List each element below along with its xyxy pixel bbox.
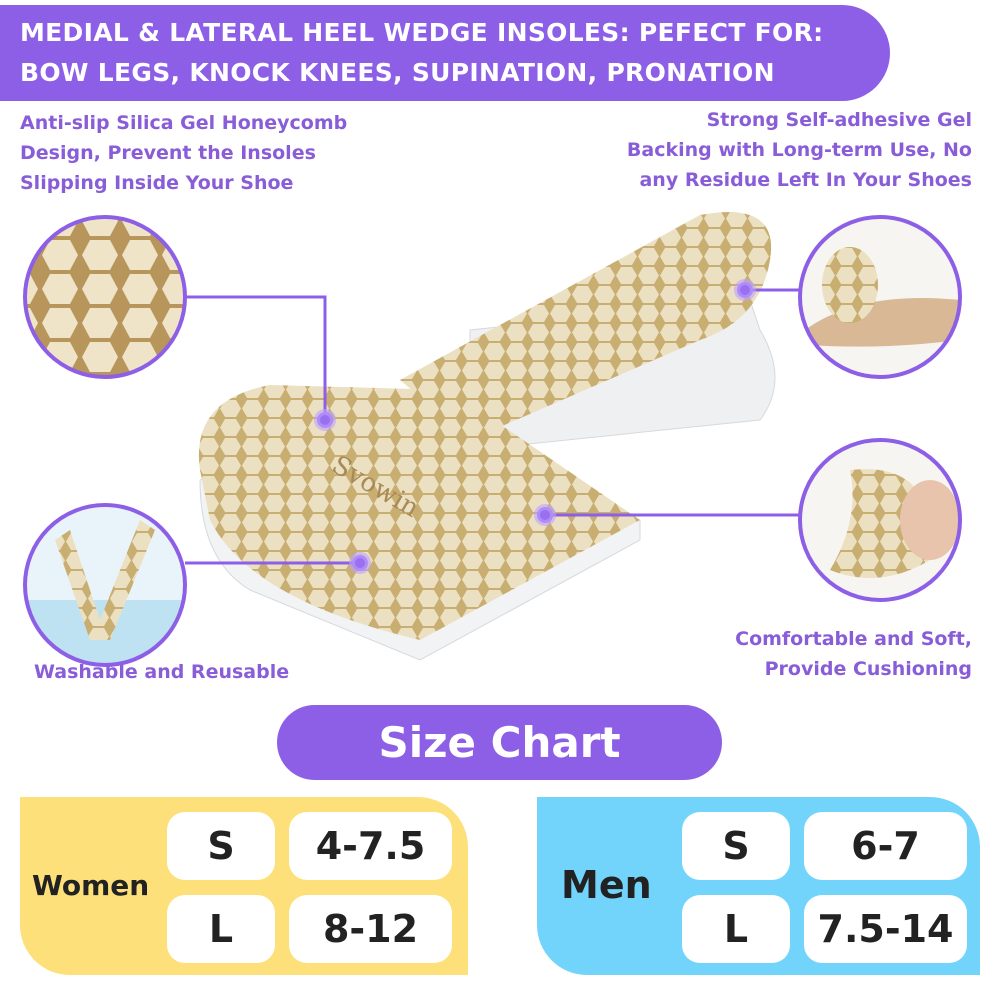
size-cell: L xyxy=(682,895,790,963)
range-cell: 6-7 xyxy=(804,812,967,880)
callout-line xyxy=(185,295,327,420)
headline-line-2: BOW LEGS, KNOCK KNEES, SUPINATION, PRONA… xyxy=(20,58,775,87)
size-chart-title: Size Chart xyxy=(277,705,722,780)
sandal-image xyxy=(801,218,959,376)
range-cell: 8-12 xyxy=(289,895,452,963)
feature-adhesive: Strong Self-adhesive Gel Backing with Lo… xyxy=(627,105,972,195)
range-cell: 4-7.5 xyxy=(289,812,452,880)
feature-text: Provide Cushioning xyxy=(764,658,972,680)
feature-text: Anti-slip Silica Gel Honeycomb xyxy=(20,112,348,134)
insole-front xyxy=(198,385,640,640)
callout-dots xyxy=(314,279,756,574)
feature-text: Slipping Inside Your Shoe xyxy=(20,172,294,194)
feature-text: any Residue Left In Your Shoes xyxy=(639,169,972,191)
range-cell: 7.5-14 xyxy=(804,895,967,963)
women-label: Women xyxy=(32,869,150,902)
headline-line-1: MEDIAL & LATERAL HEEL WEDGE INSOLES: PEF… xyxy=(20,18,824,47)
feature-text: Backing with Long-term Use, No xyxy=(626,139,972,161)
size-cell: S xyxy=(167,812,275,880)
size-cell: S xyxy=(682,812,790,880)
honeycomb-closeup-image xyxy=(23,215,187,379)
insole-back xyxy=(400,212,772,440)
feature-text: Strong Self-adhesive Gel xyxy=(706,109,972,131)
feature-anti-slip: Anti-slip Silica Gel Honeycomb Design, P… xyxy=(20,108,347,198)
size-cell: L xyxy=(167,895,275,963)
feature-text: Comfortable and Soft, xyxy=(735,628,972,650)
women-size-table: Women S 4-7.5 L 8-12 xyxy=(20,797,468,975)
product-illustration: Svowin xyxy=(23,212,962,667)
men-size-table: Men S 6-7 L 7.5-14 xyxy=(537,797,980,975)
feature-comfort: Comfortable and Soft, Provide Cushioning xyxy=(735,624,972,684)
washable-image xyxy=(26,506,184,664)
soft-flex-image xyxy=(801,441,959,599)
feature-text: Design, Prevent the Insoles xyxy=(20,142,316,164)
men-label: Men xyxy=(561,863,652,907)
headline-banner: MEDIAL & LATERAL HEEL WEDGE INSOLES: PEF… xyxy=(0,5,890,101)
